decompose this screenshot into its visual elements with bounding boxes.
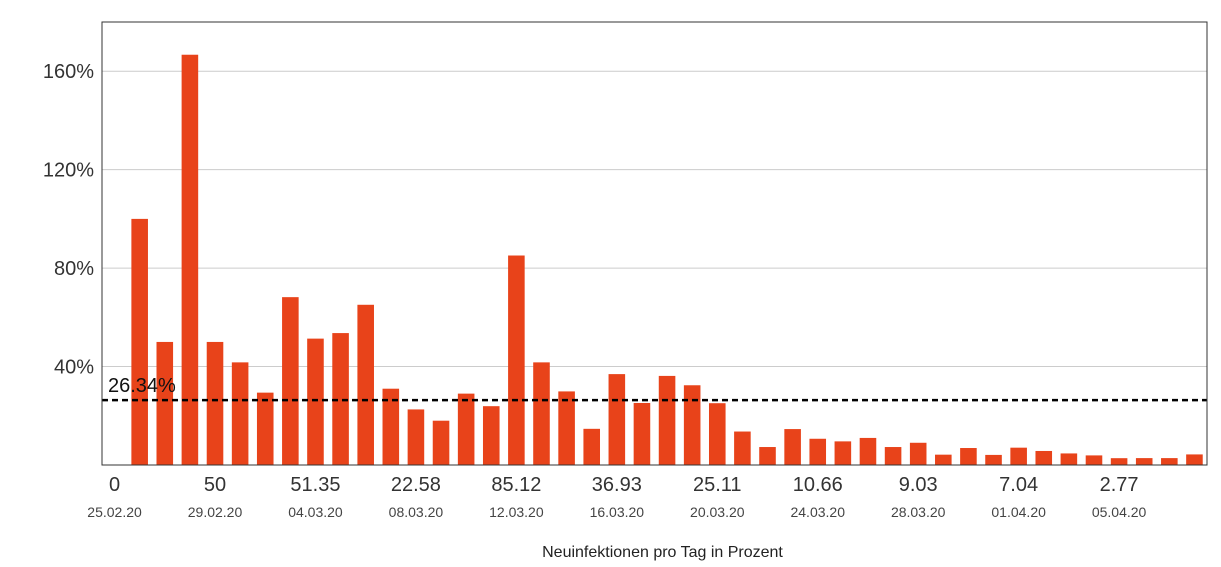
bar [583,428,601,465]
x-tick-date: 05.04.20 [1092,504,1147,520]
x-tick-value: 0 [109,474,120,496]
bar [734,431,751,465]
bar [508,255,525,465]
bar [633,402,651,465]
bar [834,441,852,465]
bar [382,388,400,465]
y-tick-label: 120% [43,160,94,182]
x-tick-date: 29.02.20 [188,504,243,520]
bar [432,420,450,465]
bar [533,362,550,465]
bar [909,442,927,465]
x-tick-date: 08.03.20 [389,504,444,520]
plot-frame [101,21,1208,466]
x-axis-label: Neuinfektionen pro Tag in Prozent [542,544,783,561]
bar [784,429,801,465]
bar [206,341,224,465]
bar [231,362,249,465]
bar [985,454,1002,465]
bar [282,297,299,465]
bar [482,406,500,465]
bar [608,374,626,465]
bar [809,438,827,465]
bar [558,391,575,465]
bar [457,393,475,465]
bar [658,375,676,465]
y-tick-label: 40% [54,357,94,379]
x-tick-date: 25.02.20 [87,504,142,520]
bar [332,333,349,465]
x-tick-date: 01.04.20 [991,504,1046,520]
y-axis-ticks: 40% 80% 120% 160% [43,61,94,378]
x-tick-value: 7.04 [999,474,1038,496]
x-tick-value: 22.58 [391,474,441,496]
bar [884,447,902,465]
x-tick-date: 16.03.20 [590,504,645,520]
bar [181,54,199,465]
bar [1010,447,1027,465]
x-tick-date: 12.03.20 [489,504,544,520]
bar [1161,458,1178,465]
x-tick-value: 51.35 [290,474,340,496]
bar [407,409,425,465]
gridlines [102,70,1207,368]
bar [1060,453,1078,465]
bar [759,447,776,465]
bar [156,341,174,465]
y-tick-label: 160% [43,61,94,83]
bar [935,454,952,465]
x-tick-date: 04.03.20 [288,504,343,520]
bar [256,392,274,465]
bar [708,403,726,465]
x-axis-ticks: 0 25.02.20 50 29.02.20 51.35 04.03.20 22.58 08.… [87,474,1146,520]
x-tick-value: 50 [204,474,226,496]
bar [1186,454,1203,465]
y-tick-label: 80% [54,258,94,280]
x-tick-value: 36.93 [592,474,642,496]
x-tick-value: 9.03 [899,474,938,496]
x-tick-date: 20.03.20 [690,504,745,520]
mean-reference-label: 26.34% [108,375,176,397]
bar [307,338,324,465]
bar [683,385,701,465]
bar [859,437,877,465]
bar [960,448,977,465]
x-tick-value: 2.77 [1100,474,1139,496]
bar [1135,458,1153,465]
x-tick-value: 25.11 [693,474,742,496]
x-tick-date: 24.03.20 [790,504,845,520]
bar [131,218,148,465]
bar [357,304,374,465]
x-tick-value: 85.12 [491,474,541,496]
bar [1035,450,1053,465]
bar [1085,455,1103,465]
bar [1110,458,1128,465]
bars [131,54,1203,465]
x-tick-value: 10.66 [793,474,843,496]
x-tick-date: 28.03.20 [891,504,946,520]
